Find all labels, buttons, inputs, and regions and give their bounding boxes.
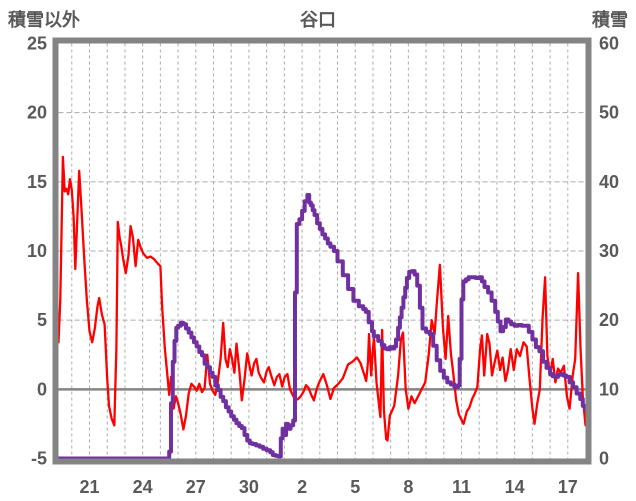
x-tick-label: 14	[505, 477, 525, 497]
left-tick-label: 5	[37, 310, 47, 330]
left-tick-label: 15	[27, 172, 47, 192]
x-tick-label: 21	[79, 477, 99, 497]
right-tick-label: 10	[599, 379, 619, 399]
x-tick-label: 24	[133, 477, 153, 497]
left-tick-label: 20	[27, 103, 47, 123]
chart-title: 谷口	[300, 10, 336, 30]
x-tick-label: 30	[239, 477, 259, 497]
right-tick-label: 30	[599, 241, 619, 261]
right-axis-title: 積雪	[592, 10, 628, 30]
x-tick-label: 8	[403, 477, 413, 497]
left-tick-label: -5	[31, 449, 47, 469]
left-tick-label: 25	[27, 34, 47, 54]
x-tick-label: 27	[186, 477, 206, 497]
right-tick-label: 60	[599, 34, 619, 54]
x-tick-label: 2	[297, 477, 307, 497]
chart-header: 積雪以外 谷口 積雪	[0, 6, 636, 30]
right-tick-label: 20	[599, 310, 619, 330]
series-line-red	[57, 155, 587, 442]
plot-border	[52, 37, 592, 465]
series-line-purple	[56, 193, 588, 461]
left-tick-label: 0	[37, 379, 47, 399]
x-tick-label: 17	[558, 477, 578, 497]
left-tick-label: 10	[27, 241, 47, 261]
right-tick-label: 0	[599, 449, 609, 469]
right-tick-label: 50	[599, 103, 619, 123]
right-tick-label: 40	[599, 172, 619, 192]
x-tick-label: 11	[452, 477, 471, 497]
x-tick-label: 5	[350, 477, 360, 497]
left-axis-title: 積雪以外	[8, 10, 80, 30]
